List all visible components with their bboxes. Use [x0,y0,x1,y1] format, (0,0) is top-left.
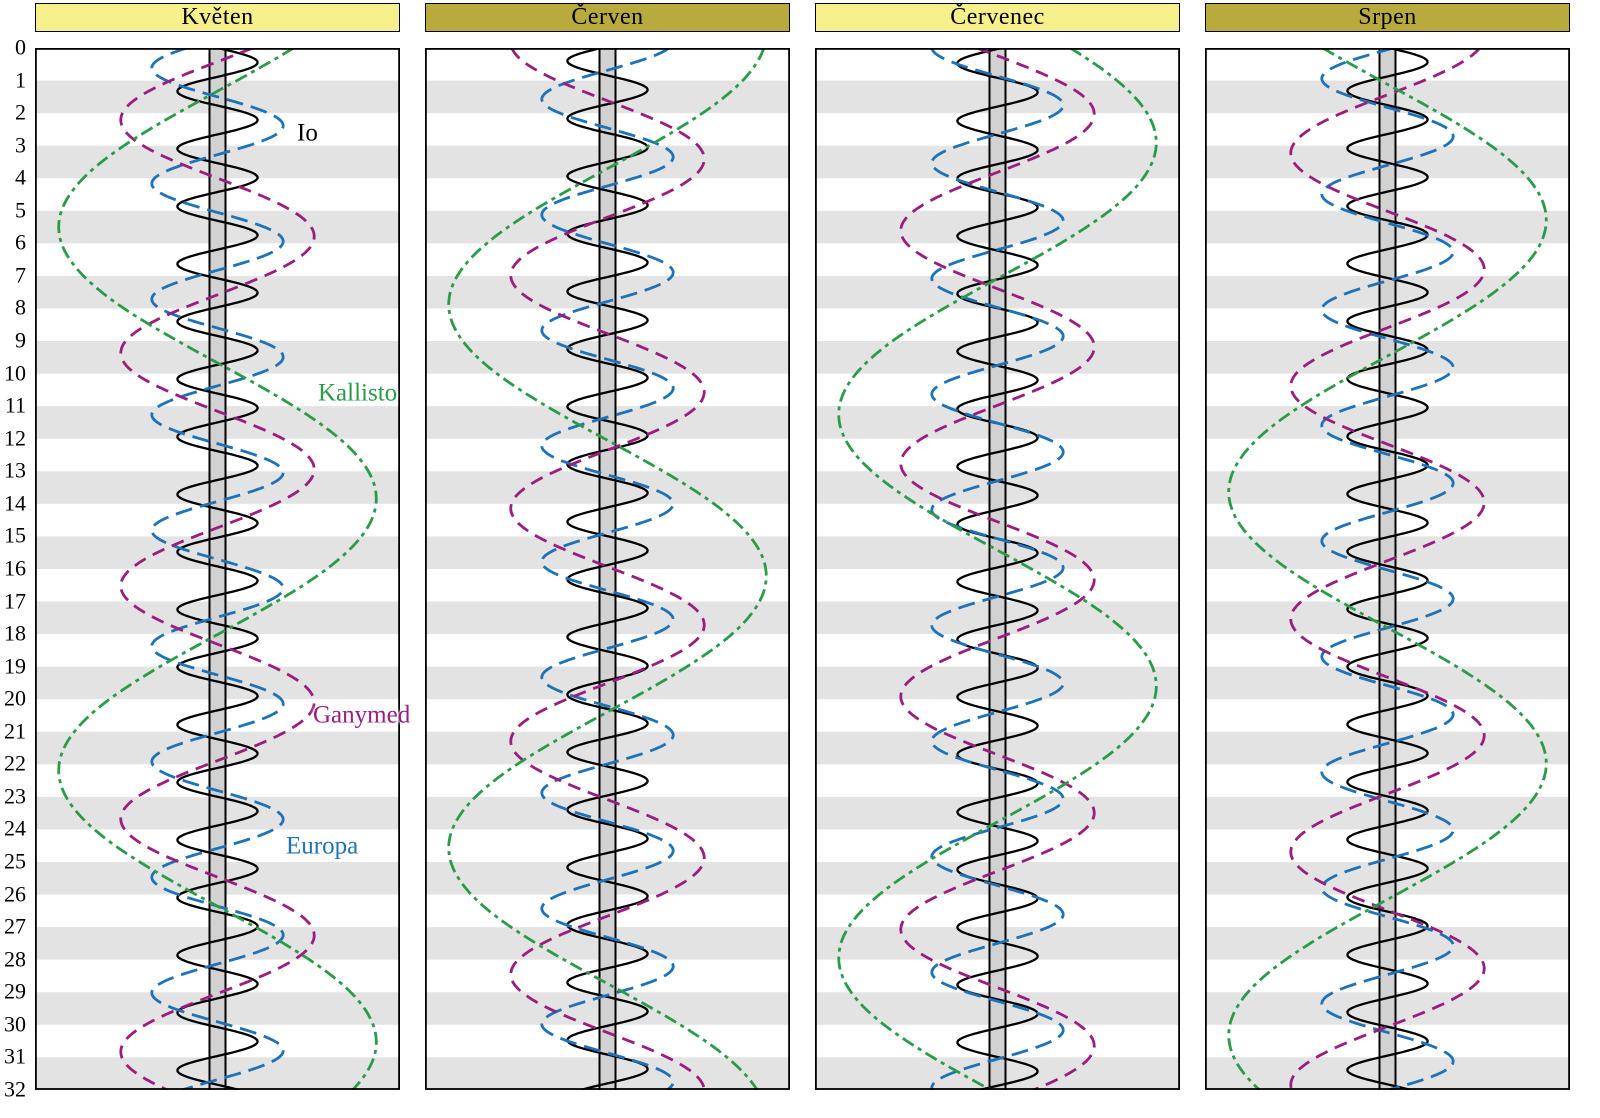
day-axis-label: 9 [15,327,26,353]
moon-curves-plot [35,48,400,1090]
curve-kallisto [57,48,378,1090]
day-axis-label: 19 [4,653,26,679]
day-axis-label: 30 [4,1011,26,1037]
day-axis-label: 23 [4,783,26,809]
day-axis-label: 12 [4,425,26,451]
curve-europa [1320,48,1455,1090]
day-axis-label: 22 [4,750,26,776]
day-axis-label: 7 [15,262,26,288]
day-axis-label: 15 [4,522,26,548]
curve-kallisto [447,48,768,1090]
day-axis-label: 5 [15,197,26,223]
curve-europa [930,48,1065,1090]
panel-border [1205,48,1570,1090]
curve-ganymed [899,48,1096,1090]
curve-io [1346,48,1429,1090]
day-axis-label: 17 [4,588,26,614]
month-header-3: Červenec [815,3,1180,32]
day-axis-label: 25 [4,848,26,874]
month-panel-1: Květen Io Kallisto Ganymed Europa [35,0,410,1118]
day-axis-label: 26 [4,881,26,907]
curve-ganymed [1289,48,1486,1090]
curve-ganymed [509,48,706,1090]
curve-europa [150,48,285,1090]
day-axis-label: 11 [4,392,26,418]
curve-io [956,48,1039,1090]
day-axis-label: 14 [4,490,26,516]
month-header-2: Červen [425,3,790,32]
month-header-4: Srpen [1205,3,1570,32]
day-axis-label: 4 [15,164,26,190]
day-axis-label: 3 [15,132,26,158]
day-axis-label: 6 [15,229,26,255]
moon-label-ganymed: Ganymed [313,701,411,729]
moon-label-kallisto: Kallisto [318,379,398,407]
month-header-1: Květen [35,3,400,32]
moon-label-europa: Europa [286,832,359,860]
day-axis-label: 16 [4,555,26,581]
moon-curves-plot [1205,48,1570,1090]
day-axis-label: 0 [15,34,26,60]
moon-label-io: Io [297,119,318,147]
day-axis-label: 29 [4,978,26,1004]
curve-io [566,48,649,1090]
moon-curves-plot [815,48,1180,1090]
day-axis-label: 13 [4,457,26,483]
month-panel-3: Červenec [815,0,1180,1118]
jupiter-band [599,48,616,1090]
moon-curves-plot [425,48,790,1090]
curve-kallisto [837,48,1158,1090]
day-axis: 0 1 2 3 4 5 6 7 8 9 10 11 12 13 14 15 16 17 18 19 20 21 22 23 24… [0,0,28,1118]
day-axis-label: 28 [4,946,26,972]
curve-europa [540,48,675,1090]
day-axis-label: 1 [15,67,26,93]
day-axis-label: 2 [15,99,26,125]
day-axis-label: 8 [15,295,26,321]
jupiter-band [209,48,226,1090]
day-axis-label: 27 [4,913,26,939]
day-axis-label: 21 [4,718,26,744]
day-axis-label: 18 [4,620,26,646]
day-axis-label: 31 [4,1043,26,1069]
day-axis-label: 20 [4,685,26,711]
day-axis-label: 10 [4,360,26,386]
day-axis-label: 24 [4,815,26,841]
panel-border [35,48,400,1090]
curve-ganymed [119,48,316,1090]
day-axis-label: 32 [4,1076,26,1102]
month-panel-2: Červen [425,0,790,1118]
panel-border [425,48,790,1090]
month-panel-4: Srpen [1205,0,1570,1118]
panel-border [815,48,1180,1090]
curve-kallisto [1227,48,1548,1090]
